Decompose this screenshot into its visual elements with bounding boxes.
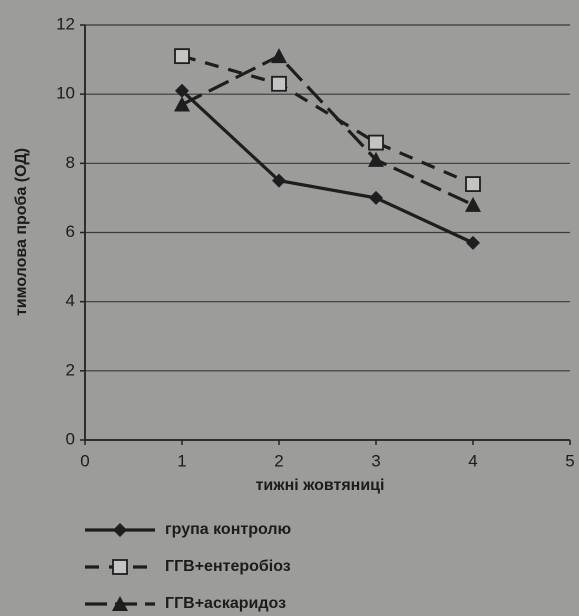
- marker: [175, 83, 189, 98]
- y-tick-label: 10: [56, 84, 75, 103]
- marker: [174, 96, 190, 112]
- x-axis-label: тижні жовтяниці: [256, 477, 385, 494]
- x-tick-label: 5: [565, 451, 574, 470]
- marker: [368, 151, 384, 167]
- marker: [466, 235, 480, 250]
- x-tick-label: 4: [468, 451, 477, 470]
- series-line: [180, 89, 474, 245]
- marker: [271, 48, 287, 64]
- x-tick-label: 1: [177, 451, 186, 470]
- y-tick-label: 6: [66, 222, 75, 241]
- y-tick-label: 2: [66, 360, 75, 379]
- y-tick-label: 12: [56, 14, 75, 33]
- x-tick-label: 0: [80, 451, 89, 470]
- series-line: [181, 54, 474, 207]
- legend-label: ГГВ+ентеробіоз: [165, 558, 291, 575]
- marker: [368, 134, 384, 151]
- x-tick-label: 3: [371, 451, 380, 470]
- marker: [272, 173, 286, 188]
- y-axis-label: тимолова проба (ОД): [13, 148, 30, 316]
- marker: [465, 176, 481, 192]
- y-tick-label: 0: [66, 429, 75, 448]
- marker: [369, 190, 383, 205]
- legend-marker: [112, 559, 128, 575]
- marker: [174, 48, 190, 65]
- legend-label: ГГВ+аскаридоз: [165, 595, 286, 612]
- marker: [271, 75, 287, 92]
- y-tick-label: 4: [66, 291, 75, 310]
- y-tick-label: 8: [66, 153, 75, 172]
- x-tick-label: 2: [274, 451, 283, 470]
- legend-label: група контролю: [165, 521, 292, 538]
- series-line: [181, 54, 474, 186]
- legend-marker: [113, 523, 127, 537]
- marker: [465, 196, 481, 212]
- legend-marker: [112, 596, 128, 611]
